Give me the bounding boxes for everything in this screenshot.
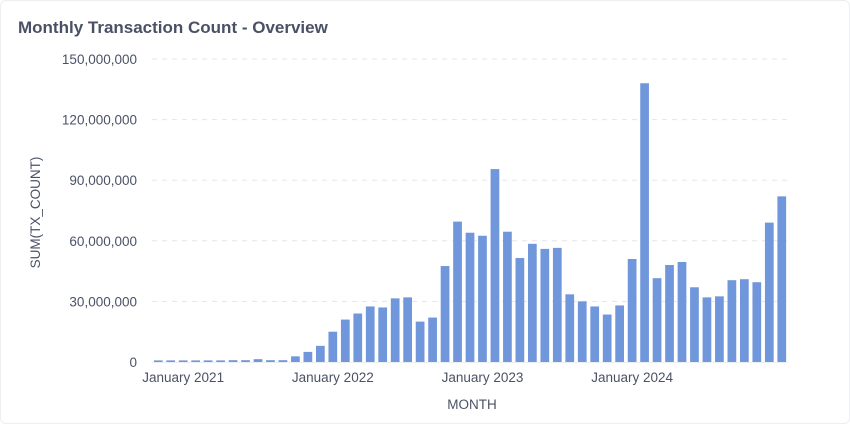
bar-2024-05[interactable] xyxy=(677,262,687,362)
bar-2024-12[interactable] xyxy=(764,222,774,362)
x-axis-title: MONTH xyxy=(447,397,497,412)
bar-2023-03[interactable] xyxy=(503,231,512,362)
bar-2021-03[interactable] xyxy=(203,360,213,362)
bar-2022-07[interactable] xyxy=(403,297,413,362)
bar-2022-12[interactable] xyxy=(465,232,475,362)
bar-2023-01[interactable] xyxy=(478,235,487,362)
bar-2023-02[interactable] xyxy=(490,169,500,362)
bar-2022-06[interactable] xyxy=(390,298,400,362)
bar-2023-10[interactable] xyxy=(590,306,600,362)
bar-2022-08[interactable] xyxy=(415,321,425,362)
bar-2021-01[interactable] xyxy=(178,360,188,362)
bar-2022-01[interactable] xyxy=(328,331,338,362)
x-tick-label: January 2021 xyxy=(142,370,224,385)
bar-2023-12[interactable] xyxy=(615,305,625,362)
bar-2021-08[interactable] xyxy=(266,360,275,362)
bar-2022-10[interactable] xyxy=(440,266,450,362)
bar-2023-04[interactable] xyxy=(515,257,525,362)
bar-2022-09[interactable] xyxy=(428,317,437,362)
bar-2024-11[interactable] xyxy=(752,282,762,362)
bar-2024-04[interactable] xyxy=(665,265,674,362)
bar-2023-05[interactable] xyxy=(527,243,537,362)
bar-2023-11[interactable] xyxy=(602,314,612,362)
bar-2021-10[interactable] xyxy=(291,356,300,362)
bar-2023-07[interactable] xyxy=(552,247,562,362)
bar-2020-12[interactable] xyxy=(166,360,176,362)
bar-2024-08[interactable] xyxy=(715,296,724,362)
y-tick-label: 150,000,000 xyxy=(62,52,137,67)
bar-2021-11[interactable] xyxy=(303,351,313,362)
bar-2021-04[interactable] xyxy=(216,360,225,362)
bar-2021-06[interactable] xyxy=(241,360,250,362)
bar-2024-06[interactable] xyxy=(690,287,699,362)
y-axis-title: SUM(TX_COUNT) xyxy=(28,157,43,269)
bar-2024-10[interactable] xyxy=(739,279,749,362)
chart-title: Monthly Transaction Count - Overview xyxy=(18,18,328,37)
bar-2021-09[interactable] xyxy=(278,360,288,362)
bar-2024-07[interactable] xyxy=(702,297,712,362)
bar-2022-02[interactable] xyxy=(340,319,350,362)
bar-2022-04[interactable] xyxy=(365,306,375,362)
bar-2021-02[interactable] xyxy=(191,360,201,362)
bar-2021-12[interactable] xyxy=(315,345,325,362)
y-tick-label: 90,000,000 xyxy=(69,173,137,188)
y-tick-label: 0 xyxy=(129,355,137,370)
x-tick-label: January 2024 xyxy=(591,370,673,385)
y-tick-label: 60,000,000 xyxy=(69,234,137,249)
bar-2024-09[interactable] xyxy=(727,280,737,362)
bars xyxy=(153,83,787,363)
y-tick-label: 120,000,000 xyxy=(62,113,137,128)
bar-2021-05[interactable] xyxy=(228,360,238,362)
bar-2023-06[interactable] xyxy=(540,248,550,362)
x-tick-label: January 2022 xyxy=(292,370,374,385)
bar-2022-03[interactable] xyxy=(353,313,363,362)
bar-2021-07[interactable] xyxy=(253,359,263,362)
bar-2024-02[interactable] xyxy=(640,83,649,363)
y-axis-ticks: 0 30,000,000 60,000,000 90,000,000 120,000,0… xyxy=(62,52,137,370)
bar-2024-03[interactable] xyxy=(652,278,662,362)
bar-2025-01[interactable] xyxy=(777,196,787,362)
bar-2023-09[interactable] xyxy=(577,301,587,362)
bar-2024-01[interactable] xyxy=(627,258,637,362)
bar-2020-11[interactable] xyxy=(153,360,163,362)
bar-2022-05[interactable] xyxy=(378,307,388,362)
bar-2023-08[interactable] xyxy=(565,294,575,362)
x-axis-ticks: January 2021 January 2022 January 2023 Janu… xyxy=(142,370,673,385)
y-tick-label: 30,000,000 xyxy=(69,294,137,309)
x-tick-label: January 2023 xyxy=(442,370,524,385)
bar-2022-11[interactable] xyxy=(453,221,462,362)
